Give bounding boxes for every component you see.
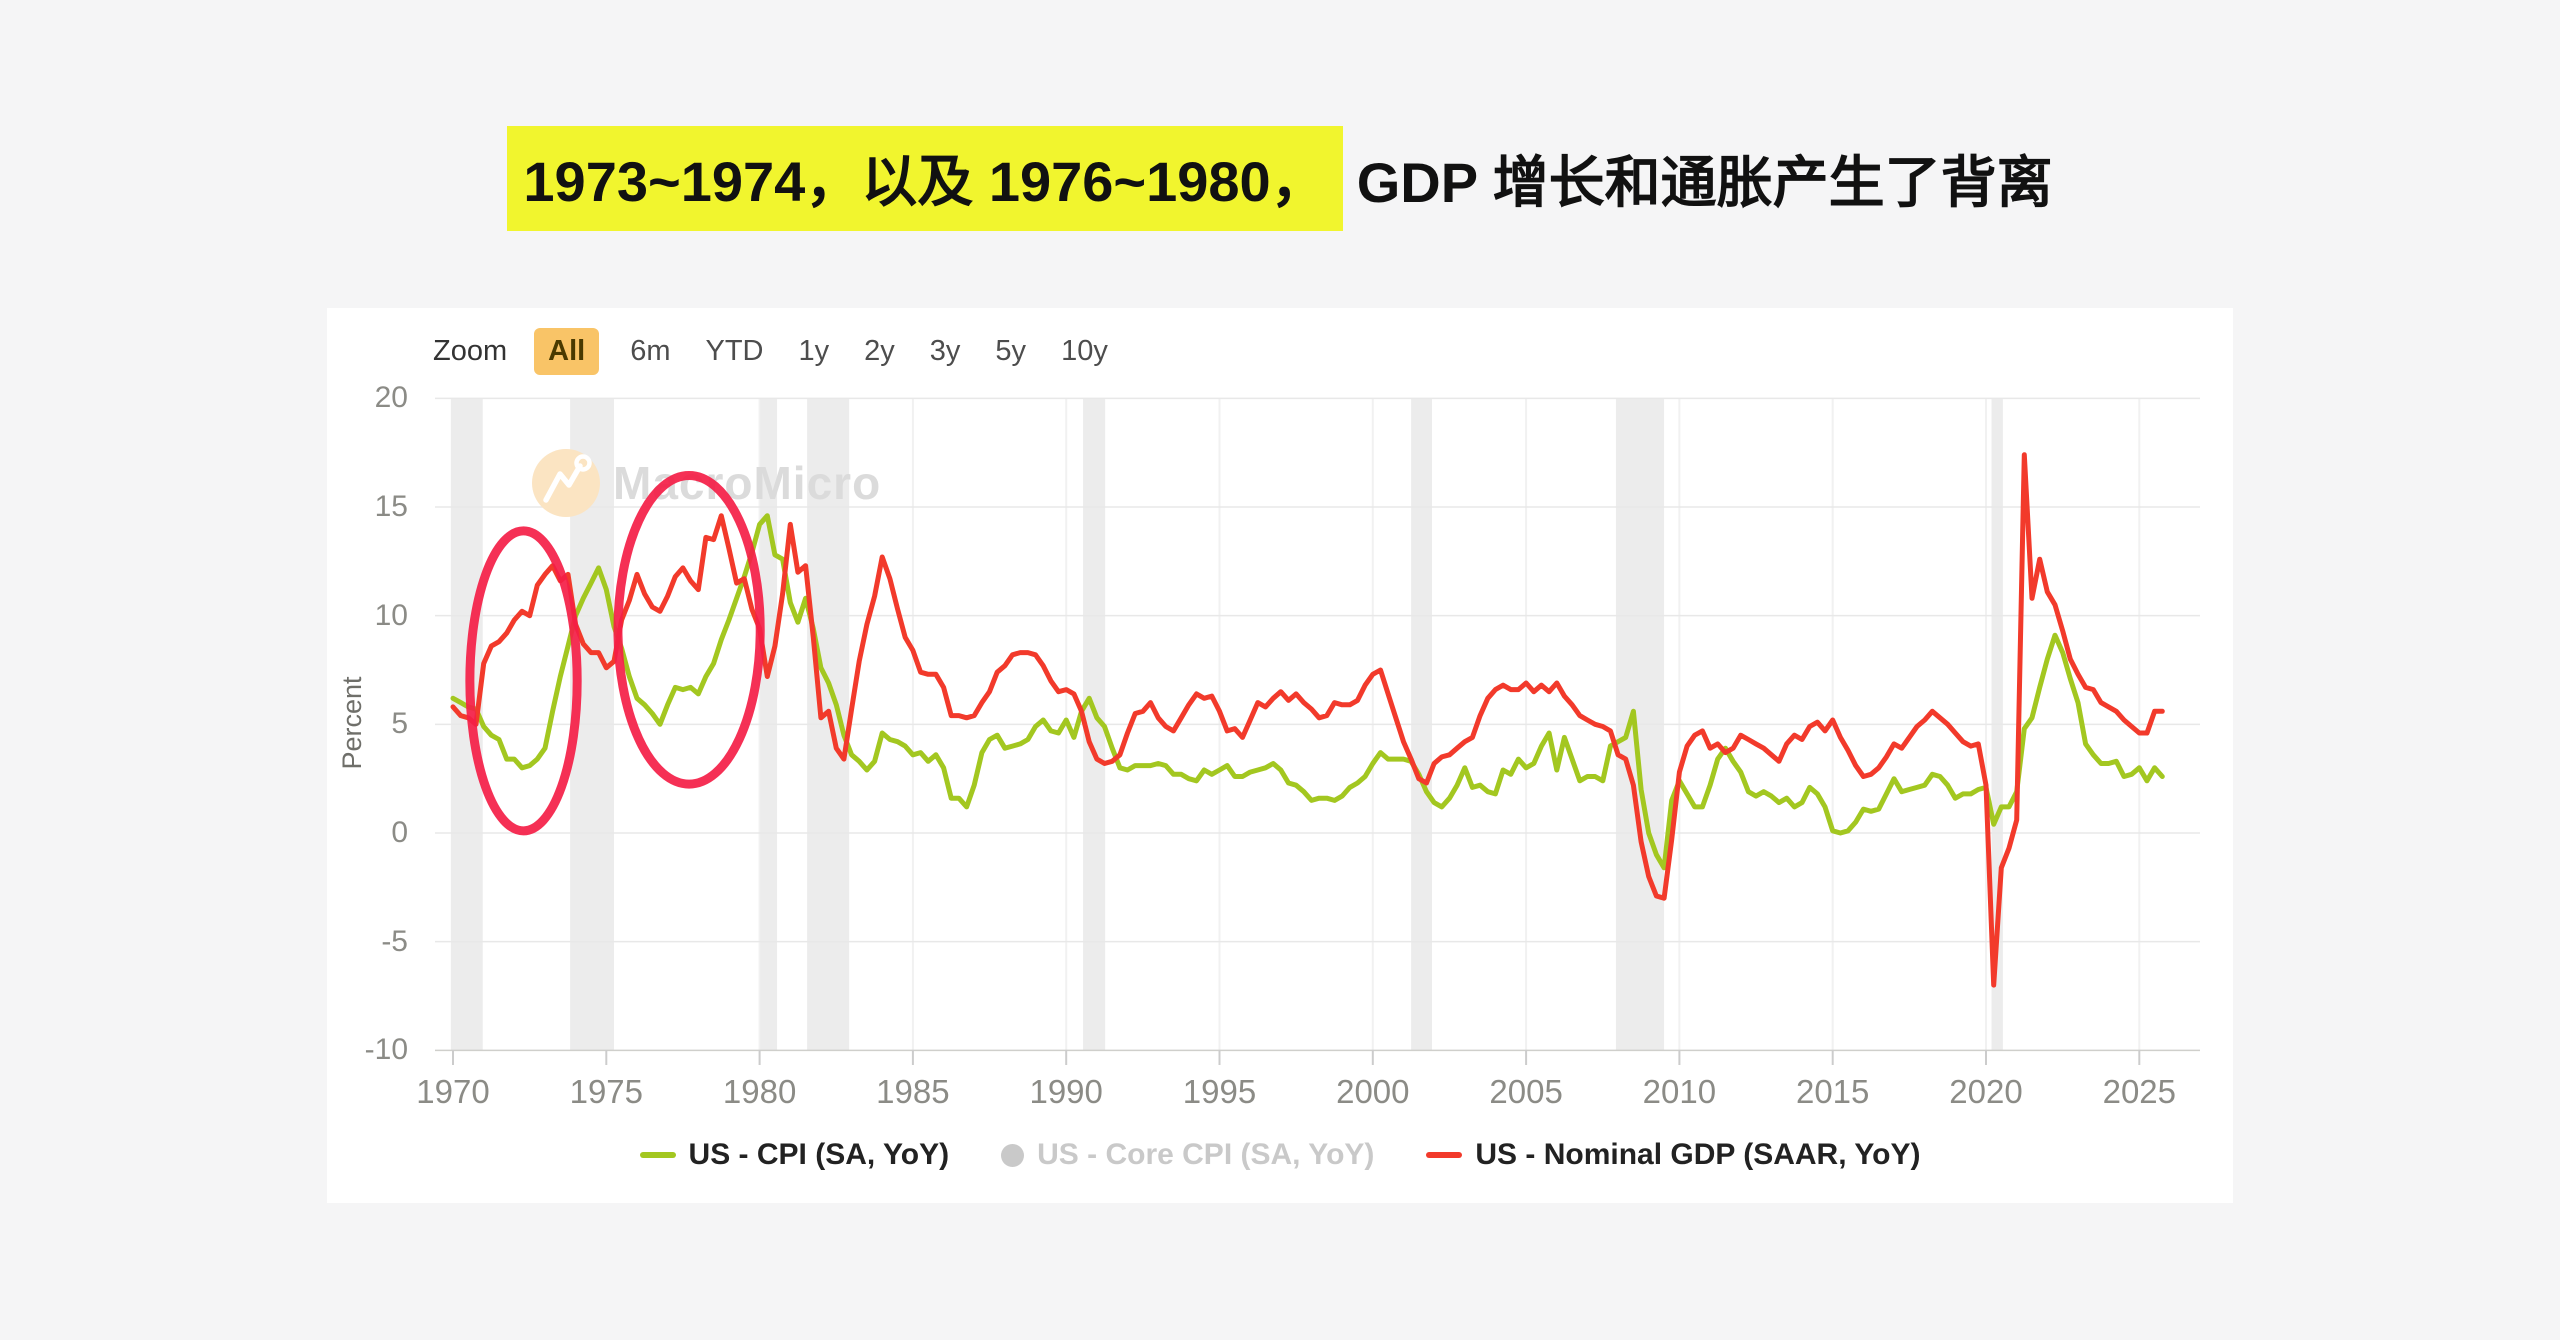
legend-label: US - Nominal GDP (SAAR, YoY) [1475,1138,1921,1171]
x-tick-label-1970: 1970 [416,1073,490,1110]
x-tick-label-1995: 1995 [1182,1073,1257,1110]
legend-label: US - CPI (SA, YoY) [688,1138,950,1171]
x-tick-label-2010: 2010 [1642,1073,1717,1110]
range-button-2y[interactable]: 2y [864,335,895,367]
range-button-all[interactable]: All [534,328,600,375]
page-title: 1973~1974，以及 1976~1980， GDP 增长和通胀产生了背离 [0,126,2560,231]
legend-item-core-cpi[interactable]: US - Core CPI (SA, YoY) [1001,1138,1374,1172]
legend-label: US - Core CPI (SA, YoY) [1037,1138,1375,1171]
plot-area[interactable]: MacroMicro [327,308,2233,1203]
range-button-5y[interactable]: 5y [995,335,1027,367]
y-tick-label-5: 5 [391,707,408,741]
range-button-1y[interactable]: 1y [798,335,830,367]
x-tick-label-1990: 1990 [1029,1073,1103,1110]
y-tick-label-20: 20 [374,381,408,415]
x-tick-label-2005: 2005 [1489,1073,1563,1110]
legend-line-marker [639,1152,676,1158]
y-tick-label-0: 0 [391,816,408,849]
legend-line-marker [1426,1152,1463,1158]
y-tick-label--10: -10 [364,1033,408,1067]
legend-item-nominal-gdp[interactable]: US - Nominal GDP (SAAR, YoY) [1426,1138,1920,1172]
legend-item-cpi[interactable]: US - CPI (SA, YoY) [639,1138,950,1172]
y-tick-label--5: -5 [381,924,408,958]
title-highlighted-text: 1973~1974，以及 1976~1980， [507,126,1343,231]
zoom-range-toolbar: Zoom All 6m YTD 1y 2y 3y 5y 10y [433,328,1112,375]
range-button-6m[interactable]: 6m [630,335,671,367]
x-tick-label-2000: 2000 [1336,1073,1410,1110]
y-tick-label-10: 10 [374,598,408,632]
x-tick-label-1975: 1975 [569,1073,644,1110]
series-line-cpi [450,513,2165,871]
x-tick-label-2020: 2020 [1949,1073,2023,1110]
legend-circle-marker [1001,1143,1025,1167]
chart-card: MacroMicro Zoom All 6m YTD 1y 2y 3y 5y 10y Perc… [327,308,2233,1203]
x-tick-label-2025: 2025 [2102,1073,2177,1110]
chart-legend: US - CPI (SA, YoY) US - Core CPI (SA, YoY… [327,1138,2233,1172]
x-tick-label-1985: 1985 [876,1073,950,1110]
zoom-label: Zoom [433,335,508,367]
series-line-gdp [450,452,2165,988]
mountain-icon [543,463,583,503]
annotation-ellipse [465,526,582,836]
x-tick-label-2015: 2015 [1795,1073,1870,1110]
range-button-3y[interactable]: 3y [929,335,961,367]
x-tick-label-1980: 1980 [722,1073,797,1110]
magnifier-dot-icon [574,454,592,472]
range-button-10y[interactable]: 10y [1061,335,1108,367]
watermark-text: MacroMicro [613,457,881,509]
y-tick-label-15: 15 [374,490,408,523]
macromicro-watermark: MacroMicro [532,449,881,517]
title-plain-text: GDP 增长和通胀产生了背离 [1356,151,2053,214]
range-button-ytd[interactable]: YTD [705,335,764,367]
annotation-ellipse [613,470,765,789]
